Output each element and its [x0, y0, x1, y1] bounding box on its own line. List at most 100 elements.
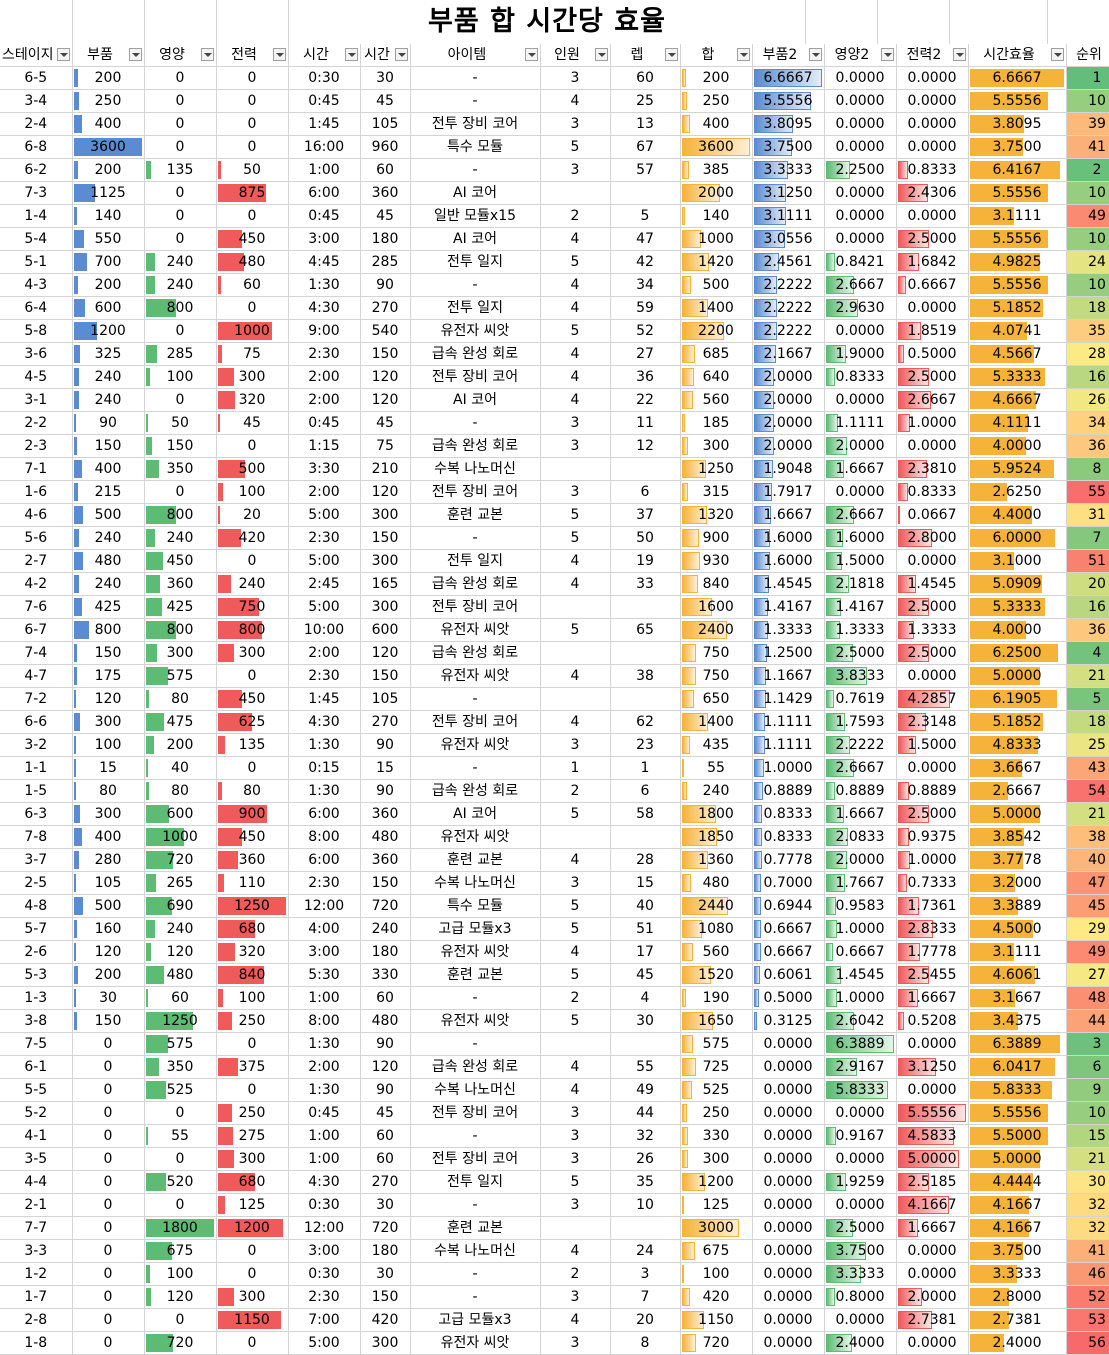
- table-cell[interactable]: 120: [72, 687, 145, 711]
- table-cell[interactable]: 2.4000: [824, 1331, 897, 1355]
- table-cell[interactable]: 0.0000: [896, 204, 969, 228]
- table-cell[interactable]: -: [410, 89, 541, 113]
- table-cell[interactable]: 3.8095: [752, 112, 825, 136]
- table-cell[interactable]: 전투 일지: [410, 1170, 541, 1194]
- table-cell[interactable]: 4: [540, 710, 611, 734]
- table-cell[interactable]: 45: [360, 204, 411, 228]
- table-cell[interactable]: 3:00: [288, 940, 361, 964]
- table-cell[interactable]: 0.3125: [752, 1009, 825, 1033]
- rank-cell[interactable]: 34: [1066, 411, 1109, 435]
- table-cell[interactable]: 1.6667: [824, 457, 897, 481]
- table-cell[interactable]: 120: [72, 940, 145, 964]
- table-cell[interactable]: 105: [360, 687, 411, 711]
- table-cell[interactable]: 270: [360, 1170, 411, 1194]
- table-cell[interactable]: 1.0000: [752, 756, 825, 780]
- table-cell[interactable]: 5-5: [0, 1078, 73, 1102]
- table-cell[interactable]: 315: [680, 480, 753, 504]
- rank-cell[interactable]: 51: [1066, 549, 1109, 573]
- table-cell[interactable]: 0: [216, 135, 289, 159]
- table-cell[interactable]: 2: [540, 779, 611, 803]
- table-cell[interactable]: 3.3889: [968, 894, 1067, 918]
- table-cell[interactable]: 수복 나노머신: [410, 871, 541, 895]
- rank-cell[interactable]: 26: [1066, 388, 1109, 412]
- table-cell[interactable]: 5.5556: [968, 181, 1067, 205]
- table-cell[interactable]: -: [410, 273, 541, 297]
- table-cell[interactable]: 0.0000: [896, 296, 969, 320]
- rank-cell[interactable]: 28: [1066, 342, 1109, 366]
- table-cell[interactable]: 110: [216, 871, 289, 895]
- table-cell[interactable]: 120: [144, 1285, 217, 1309]
- table-cell[interactable]: 90: [72, 411, 145, 435]
- table-cell[interactable]: 1.7778: [896, 940, 969, 964]
- table-cell[interactable]: 49: [610, 1078, 681, 1102]
- table-cell[interactable]: 2.5000: [896, 641, 969, 665]
- rank-cell[interactable]: 45: [1066, 894, 1109, 918]
- table-cell[interactable]: 5: [540, 894, 611, 918]
- table-cell[interactable]: 800: [144, 296, 217, 320]
- table-cell[interactable]: 0.0000: [752, 1032, 825, 1056]
- table-cell[interactable]: 3.1111: [968, 204, 1067, 228]
- table-cell[interactable]: 0.8333: [752, 825, 825, 849]
- table-cell[interactable]: [540, 457, 611, 481]
- table-cell[interactable]: 2:00: [288, 1055, 361, 1079]
- table-cell[interactable]: 0.6667: [752, 940, 825, 964]
- table-cell[interactable]: 360: [216, 848, 289, 872]
- table-cell[interactable]: 3.3333: [824, 1262, 897, 1286]
- table-cell[interactable]: 720: [144, 1331, 217, 1355]
- table-cell[interactable]: 0.0000: [824, 66, 897, 90]
- table-cell[interactable]: 0: [216, 1331, 289, 1355]
- table-cell[interactable]: 8:00: [288, 1009, 361, 1033]
- table-cell[interactable]: 240: [72, 365, 145, 389]
- table-cell[interactable]: 고급 모듈x3: [410, 917, 541, 941]
- table-cell[interactable]: 0: [72, 1055, 145, 1079]
- table-cell[interactable]: 2:30: [288, 526, 361, 550]
- table-cell[interactable]: 450: [216, 825, 289, 849]
- table-cell[interactable]: 3: [540, 112, 611, 136]
- table-cell[interactable]: 300: [216, 1285, 289, 1309]
- table-cell[interactable]: 유전자 씨앗: [410, 618, 541, 642]
- table-cell[interactable]: 120: [360, 388, 411, 412]
- table-cell[interactable]: 4-2: [0, 572, 73, 596]
- table-cell[interactable]: 0: [144, 66, 217, 90]
- table-cell[interactable]: 80: [144, 779, 217, 803]
- table-cell[interactable]: 1-8: [0, 1331, 73, 1355]
- table-cell[interactable]: 1.9259: [824, 1170, 897, 1194]
- table-cell[interactable]: 7:00: [288, 1308, 361, 1332]
- table-cell[interactable]: 1850: [680, 825, 753, 849]
- table-cell[interactable]: 6-4: [0, 296, 73, 320]
- filter-dropdown-icon[interactable]: [880, 48, 894, 61]
- table-cell[interactable]: 120: [360, 1055, 411, 1079]
- table-cell[interactable]: 고급 모듈x3: [410, 1308, 541, 1332]
- table-cell[interactable]: 500: [680, 273, 753, 297]
- table-cell[interactable]: 320: [216, 940, 289, 964]
- table-cell[interactable]: 4.4444: [968, 1170, 1067, 1194]
- table-cell[interactable]: 0:30: [288, 1193, 361, 1217]
- table-cell[interactable]: 1.4545: [824, 963, 897, 987]
- table-cell[interactable]: 90: [360, 1032, 411, 1056]
- table-cell[interactable]: 0.0000: [896, 1262, 969, 1286]
- table-cell[interactable]: 4: [540, 273, 611, 297]
- table-cell[interactable]: 6-7: [0, 618, 73, 642]
- table-cell[interactable]: 7-4: [0, 641, 73, 665]
- table-cell[interactable]: 13: [610, 112, 681, 136]
- table-cell[interactable]: 0.0000: [752, 1285, 825, 1309]
- table-cell[interactable]: 44: [610, 1101, 681, 1125]
- table-cell[interactable]: 0.0000: [824, 319, 897, 343]
- rank-cell[interactable]: 1: [1066, 66, 1109, 90]
- table-cell[interactable]: 52: [610, 319, 681, 343]
- table-cell[interactable]: 급속 완성 회로: [410, 572, 541, 596]
- table-cell[interactable]: 50: [216, 158, 289, 182]
- table-cell[interactable]: 240: [144, 273, 217, 297]
- table-cell[interactable]: 5:00: [288, 595, 361, 619]
- table-cell[interactable]: 전투 일지: [410, 250, 541, 274]
- table-cell[interactable]: 1:00: [288, 1147, 361, 1171]
- table-cell[interactable]: 1:45: [288, 112, 361, 136]
- table-cell[interactable]: 800: [144, 503, 217, 527]
- table-cell[interactable]: 0: [72, 1147, 145, 1171]
- table-cell[interactable]: 0.0000: [752, 1239, 825, 1263]
- table-cell[interactable]: 25: [610, 89, 681, 113]
- table-cell[interactable]: 2.0000: [752, 388, 825, 412]
- table-cell[interactable]: 240: [144, 526, 217, 550]
- table-cell[interactable]: 전투 장비 코어: [410, 710, 541, 734]
- rank-cell[interactable]: 10: [1066, 1101, 1109, 1125]
